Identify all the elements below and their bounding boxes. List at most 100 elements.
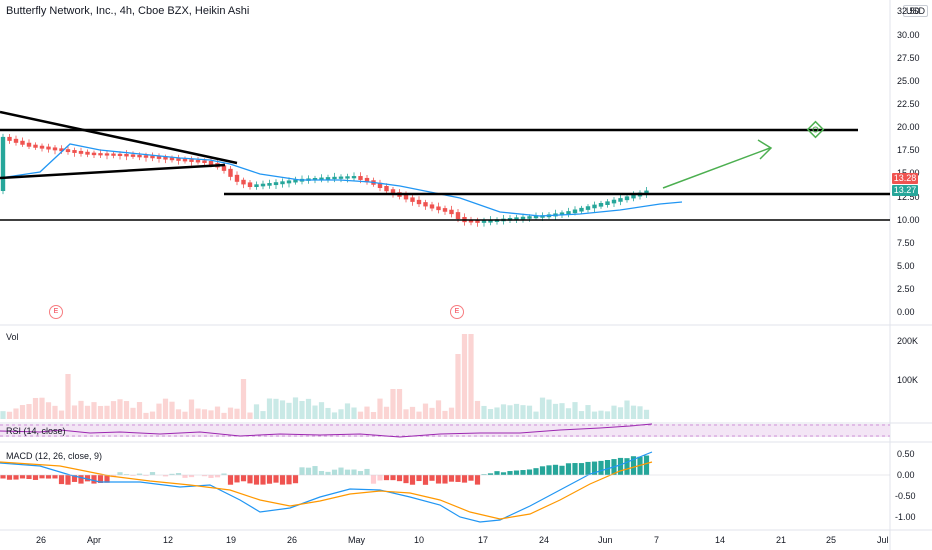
- macd-histogram-bar: [377, 475, 383, 481]
- volume-bar: [416, 411, 422, 419]
- target-marker-icon[interactable]: [806, 120, 825, 139]
- earnings-badge-icon[interactable]: E: [450, 305, 464, 319]
- volume-bar: [162, 398, 169, 419]
- volume-bar: [611, 405, 617, 419]
- volume-bar: [143, 412, 149, 419]
- macd-histogram-bar: [299, 467, 305, 475]
- candle-body: [221, 165, 227, 171]
- candle-body: [104, 153, 110, 156]
- candle-body: [390, 189, 396, 195]
- macd-line: [0, 451, 653, 523]
- rsi-line: [0, 423, 653, 438]
- candle-body: [605, 201, 610, 205]
- candle-body: [52, 147, 58, 151]
- candle-body: [124, 154, 129, 157]
- candle-body: [91, 152, 97, 156]
- volume-bar: [312, 405, 318, 419]
- price-tick: 5.00: [897, 261, 915, 271]
- volume-bar: [422, 403, 429, 419]
- projection-arrow-line: [662, 147, 771, 189]
- candle-body: [345, 176, 350, 179]
- candle-body: [520, 216, 526, 220]
- macd-histogram-bar: [344, 469, 351, 475]
- macd-histogram-bar: [539, 466, 546, 475]
- macd-histogram-bar: [149, 472, 156, 475]
- volume-bar: [299, 400, 305, 419]
- volume-bar: [442, 410, 448, 419]
- time-tick: 17: [478, 535, 489, 545]
- macd-histogram-bar: [39, 475, 45, 479]
- volume-bar: [403, 409, 409, 419]
- macd-histogram-bar: [71, 475, 78, 482]
- macd-histogram-bar: [260, 475, 266, 485]
- macd-histogram-bar: [91, 475, 97, 484]
- macd-histogram-bar: [435, 475, 442, 484]
- volume-bar: [559, 403, 565, 419]
- macd-histogram-bar: [520, 470, 526, 475]
- candle-body: [293, 179, 298, 183]
- macd-histogram: [0, 455, 650, 485]
- volume-bar: [474, 400, 481, 419]
- price-tick: 22.50: [897, 99, 920, 109]
- volume-bar: [149, 411, 156, 419]
- volume-bar: [520, 405, 526, 419]
- macd-histogram-bar: [175, 473, 182, 475]
- candle-body: [143, 155, 149, 158]
- macd-histogram-bar: [45, 475, 52, 479]
- price-tick: 32.50: [897, 6, 920, 16]
- earnings-badge-icon[interactable]: E: [49, 305, 63, 319]
- macd-histogram-bar: [617, 457, 624, 475]
- candle-body: [247, 182, 253, 187]
- candle-body: [514, 217, 519, 220]
- volume-bar: [208, 410, 214, 419]
- volume-bar: [591, 411, 598, 419]
- macd-histogram-bar: [84, 475, 91, 482]
- candle-body: [176, 158, 181, 161]
- volume-bar: [221, 412, 227, 419]
- candle-body: [598, 203, 604, 207]
- volume-bar: [513, 403, 520, 419]
- macd-histogram-bar: [598, 460, 604, 475]
- macd-histogram-bar: [565, 463, 572, 475]
- macd-histogram-bar: [474, 475, 481, 485]
- volume-bar: [364, 406, 370, 419]
- candle-body: [85, 151, 90, 155]
- macd-histogram-bar: [461, 475, 468, 483]
- volume-bar: [26, 404, 32, 419]
- volume-bar: [78, 400, 84, 419]
- candle-body: [488, 219, 493, 223]
- macd-histogram-bar: [19, 475, 26, 479]
- candle-body: [475, 220, 480, 223]
- volume-bar: [97, 405, 104, 419]
- volume-bar: [396, 389, 403, 419]
- candle-body: [312, 178, 318, 181]
- volume-bar: [331, 412, 338, 419]
- candle-body: [182, 158, 188, 162]
- price-tick: 27.50: [897, 53, 920, 63]
- macd-histogram-bar: [403, 475, 409, 484]
- candle-body: [592, 204, 597, 209]
- candle-body: [533, 215, 539, 219]
- downtrend-line: [0, 110, 238, 165]
- candle-body: [72, 150, 77, 153]
- volume-bar: [565, 408, 572, 419]
- volume-bar: [630, 405, 637, 419]
- candle-body: [566, 211, 571, 215]
- macd-histogram-bar: [507, 471, 513, 475]
- macd-tick: -0.50: [895, 491, 916, 501]
- candle-body: [416, 199, 422, 205]
- time-tick: 26: [36, 535, 47, 545]
- candle-body: [195, 159, 201, 163]
- rsi-label: RSI (14, close): [6, 426, 66, 436]
- macd-histogram-bar: [292, 475, 299, 484]
- volume-bar: [71, 405, 78, 419]
- macd-histogram-bar: [214, 475, 221, 478]
- uptrend-line: [0, 163, 226, 180]
- currency-badge[interactable]: USD: [903, 5, 929, 17]
- candle-body: [254, 184, 259, 187]
- candle-body: [39, 145, 45, 149]
- candle-body: [260, 183, 266, 187]
- macd-histogram-bar: [643, 455, 650, 475]
- macd-histogram-bar: [351, 469, 357, 475]
